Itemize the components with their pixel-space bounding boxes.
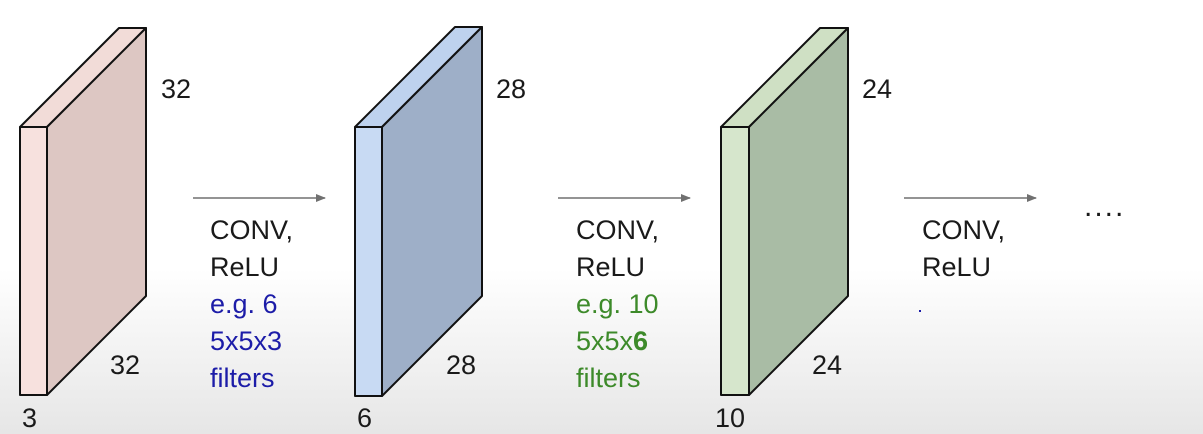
stray-dot: [919, 310, 921, 312]
operation-2-text: CONV, ReLU e.g. 10 5x5x6 filters: [576, 212, 659, 397]
operation-2-relu: ReLU: [576, 252, 646, 282]
operation-1-filters-word: filters: [210, 363, 275, 393]
volume-3-front: [720, 126, 750, 396]
volume-1-depth-label: 3: [22, 403, 38, 433]
volume-2-width-label: 28: [446, 350, 477, 380]
operation-1-text: CONV, ReLU e.g. 6 5x5x3 filters: [210, 212, 293, 397]
operation-2-filters-word: filters: [576, 363, 641, 393]
operation-1-filter-size: 5x5x3: [210, 323, 293, 360]
volume-3-depth-label: 10: [715, 403, 746, 433]
operation-1-conv: CONV,: [210, 215, 294, 245]
volume-2: [354, 26, 483, 397]
operation-3-conv: CONV,: [922, 215, 1006, 245]
operation-1-example: e.g. 6: [210, 289, 278, 319]
volume-1-front: [19, 126, 48, 396]
operation-2-example: e.g. 10: [576, 289, 659, 319]
volume-3: [720, 27, 849, 396]
operation-1-relu: ReLU: [210, 252, 280, 282]
volume-2-depth-label: 6: [357, 403, 373, 433]
operation-1-filter-size-text: 5x5x3: [210, 326, 283, 356]
volume-1: [19, 27, 147, 396]
operation-2-conv: CONV,: [576, 215, 660, 245]
operation-2-filter-depth: 6: [633, 326, 649, 356]
volume-1-height-label: 32: [161, 74, 192, 104]
volume-2-side: [381, 26, 483, 397]
volume-2-height-label: 28: [496, 74, 527, 104]
volume-2-front: [354, 126, 383, 397]
volume-1-side: [46, 27, 147, 396]
continuation-ellipsis: ....: [1084, 190, 1126, 223]
volume-3-width-label: 24: [812, 350, 843, 380]
volume-3-height-label: 24: [862, 74, 893, 104]
operation-3-text: CONV, ReLU: [922, 212, 1005, 286]
operation-2-filter-size: 5x5x6: [576, 323, 659, 360]
volume-1-width-label: 32: [110, 350, 141, 380]
operation-3-relu: ReLU: [922, 252, 992, 282]
operation-2-filter-size-text: 5x5x: [576, 326, 634, 356]
